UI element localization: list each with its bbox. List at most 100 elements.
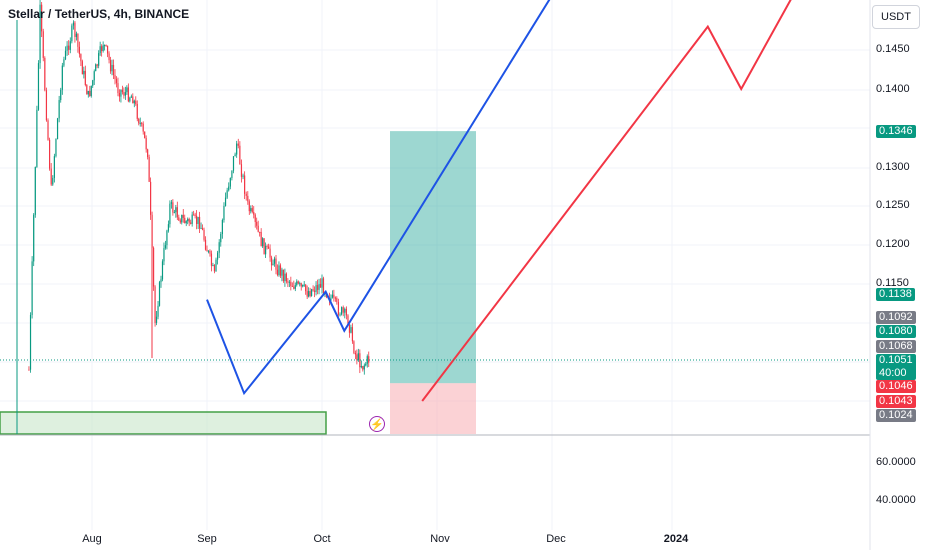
projection-line[interactable] xyxy=(206,0,552,396)
long-position-stop-zone[interactable] xyxy=(390,383,476,434)
price-tick-label: 0.1400 xyxy=(876,83,910,95)
long-position-profit-zone[interactable] xyxy=(390,131,476,384)
candle-body xyxy=(161,261,164,280)
candle-body xyxy=(114,74,116,80)
candle-body xyxy=(247,195,249,202)
price-tick-label: 0.1150 xyxy=(876,277,909,289)
candle-body xyxy=(144,131,146,139)
projection-lines[interactable] xyxy=(206,0,793,402)
indicator-tick-label: 60.0000 xyxy=(876,456,916,468)
candle-body xyxy=(102,45,104,52)
time-tick-label: Sep xyxy=(197,533,217,545)
candle-body xyxy=(36,109,38,167)
candle-body xyxy=(39,4,41,64)
candle-body xyxy=(297,281,299,284)
candle-body xyxy=(83,70,85,75)
candle-body xyxy=(139,122,141,124)
candle-body xyxy=(302,284,304,287)
candle-body xyxy=(337,302,340,315)
candle-body xyxy=(42,31,44,58)
candle-body xyxy=(118,93,121,97)
candle-body xyxy=(111,64,113,72)
candle-body xyxy=(44,57,46,91)
candle-body xyxy=(197,216,199,224)
candle-body xyxy=(254,214,256,222)
candle-body xyxy=(81,61,83,75)
candle-body xyxy=(259,231,261,233)
alert-flash-icon[interactable]: ⚡ xyxy=(369,416,385,432)
candle-body xyxy=(209,250,211,254)
candle-body xyxy=(311,289,313,296)
candle-body xyxy=(334,297,336,299)
candle-body xyxy=(141,122,143,124)
candle-body xyxy=(232,156,235,171)
candle-body xyxy=(148,157,150,182)
candle-body xyxy=(265,245,267,255)
candle-body xyxy=(117,83,119,94)
candle-body xyxy=(342,307,344,313)
currency-button[interactable]: USDT xyxy=(872,5,920,29)
candle-body xyxy=(305,284,307,292)
candle-body xyxy=(184,217,186,224)
candle-body xyxy=(169,203,171,225)
price-label: 0.1051 40:00 xyxy=(876,354,916,380)
price-label: 0.1080 xyxy=(876,325,916,338)
candle-body xyxy=(52,177,54,185)
candle-body xyxy=(226,190,228,198)
candle-body xyxy=(138,118,140,124)
candle-body xyxy=(201,228,204,230)
candle-body xyxy=(55,139,57,157)
candle-body xyxy=(45,90,48,121)
candle-body xyxy=(299,283,301,285)
candle-body xyxy=(312,289,314,291)
candle-body xyxy=(154,286,156,323)
candle-body xyxy=(236,143,238,155)
price-label: 0.1043 xyxy=(876,395,916,408)
candle-body xyxy=(345,308,347,316)
price-tick-label: 0.1250 xyxy=(876,199,910,211)
price-tick-label: 0.1200 xyxy=(876,238,910,250)
candle-body xyxy=(285,273,287,282)
candle-body xyxy=(34,166,36,215)
candle-body xyxy=(72,22,75,26)
candle-body xyxy=(115,79,118,84)
candle-body xyxy=(294,285,296,289)
candle-body xyxy=(272,263,274,266)
time-tick-label: Aug xyxy=(82,533,102,545)
candle-body xyxy=(275,258,277,270)
candle-body xyxy=(240,164,243,177)
candle-body xyxy=(196,215,198,224)
candle-body xyxy=(190,222,192,224)
candle-body xyxy=(224,197,227,206)
candle-body xyxy=(124,92,126,96)
price-label: 0.1346 xyxy=(876,125,916,138)
candle-body xyxy=(223,205,225,220)
candle-body xyxy=(127,87,129,102)
candle-body xyxy=(60,89,62,101)
candle-body xyxy=(145,138,147,150)
candle-body xyxy=(341,307,343,315)
candle-body xyxy=(234,154,236,157)
candle-body xyxy=(368,356,370,363)
candle-body xyxy=(206,249,208,252)
projection-line[interactable] xyxy=(421,0,793,402)
candle-body xyxy=(347,315,349,325)
candle-body xyxy=(315,285,317,292)
time-tick-label: Oct xyxy=(313,533,331,545)
candle-body xyxy=(120,89,122,97)
candle-body xyxy=(69,41,71,50)
candle-body xyxy=(237,143,239,146)
candle-body xyxy=(150,181,152,215)
candle-body xyxy=(331,294,333,298)
candle-body xyxy=(77,33,79,47)
candle-body xyxy=(170,202,172,204)
symbol-title[interactable]: Stellar / TetherUS, 4h, BINANCE xyxy=(8,7,190,21)
candle-body xyxy=(278,265,280,275)
candle-body xyxy=(339,314,341,316)
candle-body xyxy=(351,327,354,342)
indicator-tick-label: 40.0000 xyxy=(876,494,916,506)
candle-body xyxy=(319,284,322,288)
candle-body xyxy=(257,225,259,232)
candle-body xyxy=(284,273,286,281)
